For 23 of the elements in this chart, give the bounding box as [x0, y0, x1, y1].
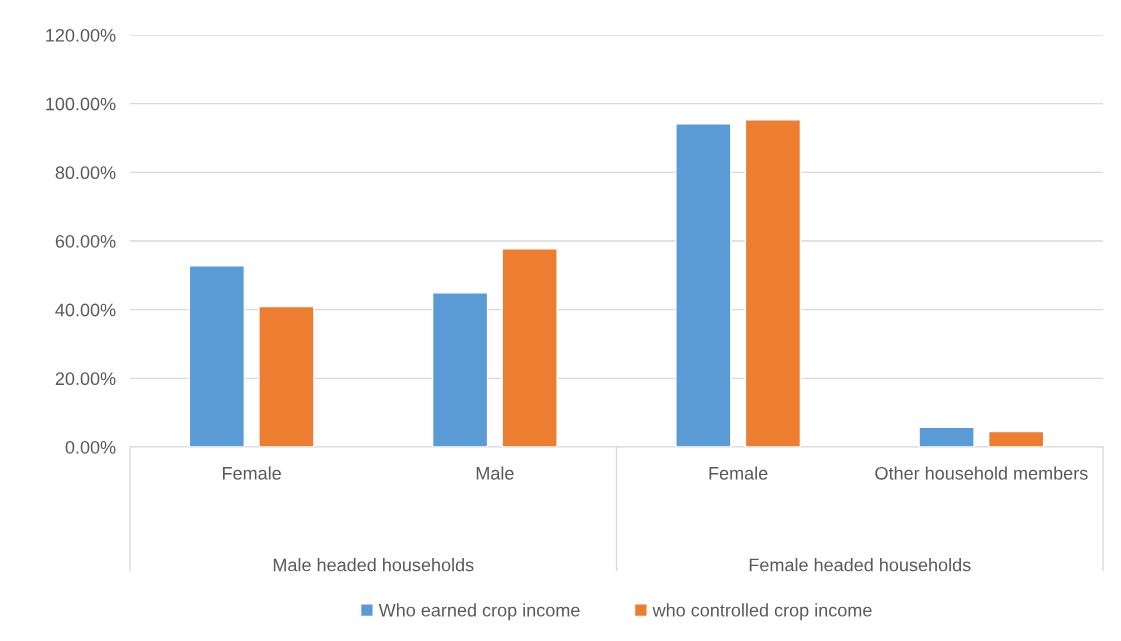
x-tick-label: Female — [709, 466, 768, 480]
bar — [918, 426, 975, 447]
bar — [744, 119, 802, 447]
bar — [188, 265, 246, 447]
text: Male headed households — [273, 558, 474, 572]
y-tick-label: 0.00% — [65, 440, 116, 454]
y-tick-label: 80.00% — [55, 166, 116, 180]
y-tick-label: 20.00% — [55, 372, 116, 386]
text: Female headed households — [749, 558, 971, 572]
y-tick-label: 100.00% — [46, 97, 116, 111]
y-tick-label: 120.00% — [46, 28, 116, 42]
x-tick-label: Male — [476, 466, 514, 480]
bar — [987, 430, 1045, 447]
bar — [675, 123, 732, 447]
bar — [501, 248, 558, 447]
bar — [431, 292, 489, 447]
y-tick-label: 40.00% — [55, 303, 116, 317]
y-tick-label: 60.00% — [55, 234, 116, 248]
x-tick-label: Female — [223, 466, 281, 480]
bar — [258, 305, 315, 447]
x-tick-label: Other household members — [875, 466, 1088, 480]
legend-label: who controlled crop income — [652, 603, 872, 621]
legend-label: Who earned crop income — [378, 603, 580, 621]
